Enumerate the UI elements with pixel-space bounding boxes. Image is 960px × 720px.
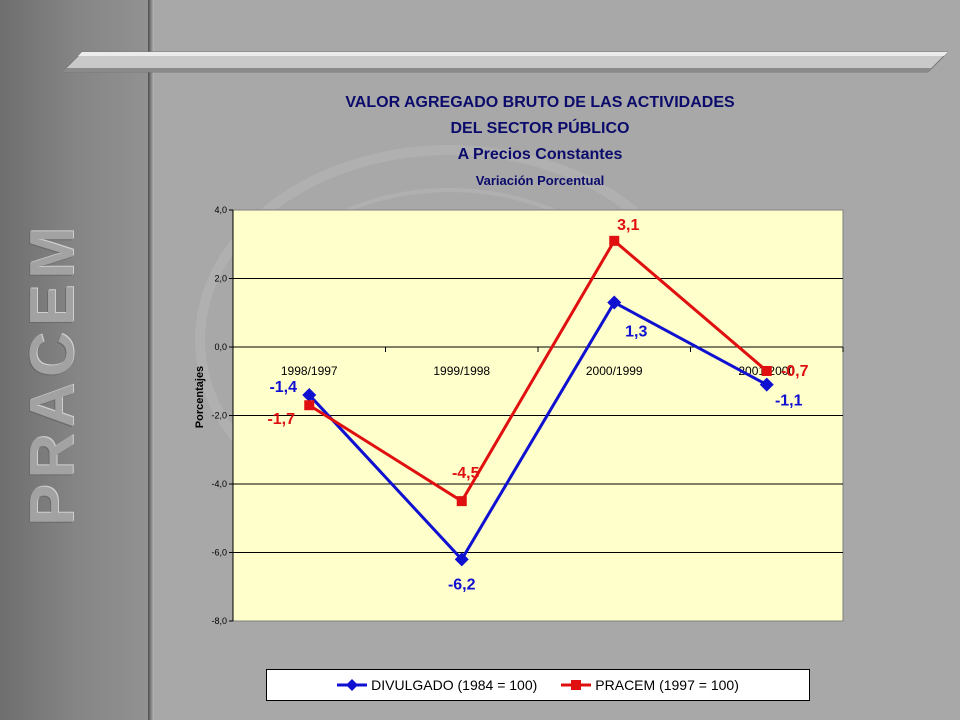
y-tick-label-0: 4,0: [214, 205, 227, 215]
legend-label-divulgado: DIVULGADO (1984 = 100): [371, 677, 538, 693]
y-tick-label-4: -4,0: [211, 479, 227, 489]
legend-label-pracem: PRACEM (1997 = 100): [595, 677, 739, 693]
series-0-data-label-0: -1,4: [269, 379, 297, 396]
series-1-point-1: [456, 496, 467, 507]
series-line-0: [308, 300, 768, 562]
chart-legend: DIVULGADO (1984 = 100) PRACEM (1997 = 10…: [266, 669, 810, 701]
series-1-point-0: [304, 400, 315, 411]
y-tick-label-2: 0,0: [214, 342, 227, 352]
chart-title-line-2: DEL SECTOR PÚBLICO: [450, 120, 630, 137]
series-0-point-0: [302, 387, 317, 402]
legend-item-divulgado: DIVULGADO (1984 = 100): [337, 677, 537, 693]
top-decorative-rule: [62, 51, 948, 73]
series-0-data-label-2: 1,3: [625, 323, 647, 340]
series-1-point-3: [761, 365, 772, 376]
chart-subtitle: Variación Porcentual: [475, 173, 605, 188]
legend-item-pracem: PRACEM (1997 = 100): [561, 677, 739, 693]
series-1-point-2: [609, 235, 620, 246]
series-0-point-2: [607, 295, 622, 310]
y-tick-label-6: -8,0: [211, 616, 227, 626]
series-1-data-label-2: 3,1: [617, 217, 639, 234]
y-tick-label-3: -2,0: [211, 411, 227, 421]
x-tick-label-2: 2000/1999: [586, 364, 643, 378]
y-tick-label-1: 2,0: [214, 274, 227, 284]
series-0-data-label-3: -1,1: [775, 393, 803, 410]
series-1-data-label-0: -1,7: [267, 411, 295, 428]
left-band-edge: [148, 0, 154, 720]
series-0-point-3: [759, 377, 774, 392]
chart-title-block: VALOR AGREGADO BRUTO DE LAS ACTIVIDADES …: [210, 90, 870, 190]
series-1-data-label-1: -4,5: [452, 465, 480, 482]
legend-marker-divulgado: [337, 679, 368, 691]
legend-marker-pracem: [561, 680, 592, 690]
series-0-point-1: [454, 552, 469, 567]
series-0-data-label-1: -6,2: [448, 576, 476, 593]
chart-title-line-1: VALOR AGREGADO BRUTO DE LAS ACTIVIDADES: [345, 94, 735, 111]
y-tick-label-5: -6,0: [211, 548, 227, 558]
series-1-data-label-3: -0,7: [781, 363, 809, 380]
chart-title-line-3: A Precios Constantes: [457, 146, 623, 163]
x-tick-label-0: 1998/1997: [281, 364, 338, 378]
x-tick-label-1: 1999/1998: [433, 364, 490, 378]
series-line-1: [308, 238, 768, 504]
y-axis-label: Porcentajes: [194, 366, 206, 428]
left-decorative-band: [0, 0, 152, 720]
